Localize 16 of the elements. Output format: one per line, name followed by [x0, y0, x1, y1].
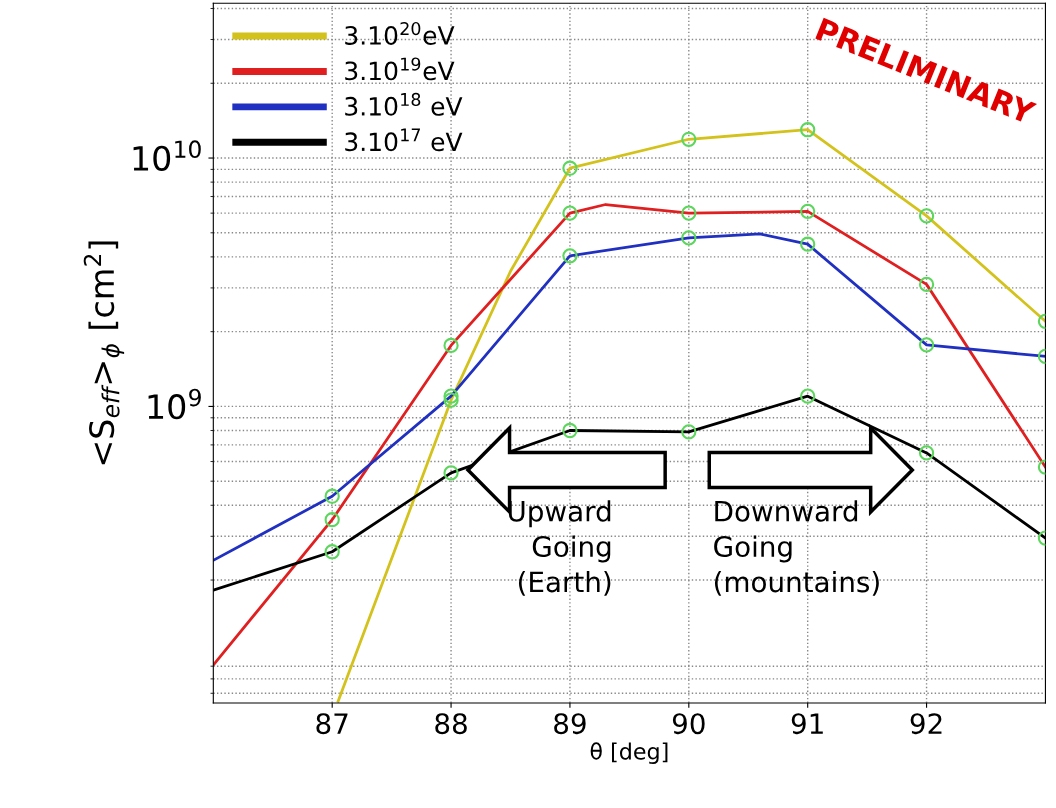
x-tick-label: 89 — [554, 713, 586, 735]
x-axis-title: θ [deg] — [590, 742, 668, 765]
y-tick-label: 10$^{9}$ — [148, 388, 201, 420]
y-tick-label: 10$^{10}$ — [133, 140, 201, 171]
legend-label: 3.10$^{18}$ eV — [345, 92, 463, 116]
x-tick-label: 91 — [791, 713, 823, 735]
annotation: Downward Going (mountains) — [714, 500, 879, 596]
legend-label: 3.10$^{19}$eV — [345, 57, 455, 81]
x-tick-label: 87 — [316, 713, 348, 735]
y-axis-title: <S$_{eff}$>$_{ϕ}$ [cm$^{2}$] — [83, 241, 125, 465]
annotation: Upward Going (Earth) — [508, 500, 611, 596]
x-tick-label: 90 — [672, 713, 705, 735]
legend-label: 3.10$^{20}$eV — [345, 21, 455, 45]
x-tick-label: 88 — [435, 713, 467, 735]
legend-label: 3.10$^{17}$ eV — [345, 128, 463, 152]
x-tick-label: 92 — [910, 713, 942, 735]
